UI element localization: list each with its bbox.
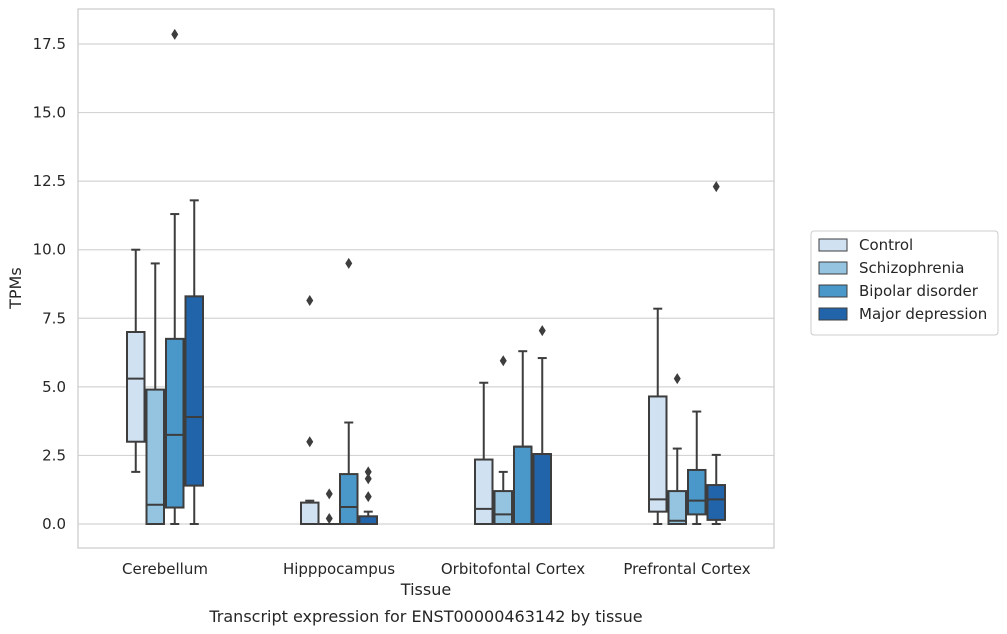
box-plot-series: [126, 28, 726, 526]
box-3-0: [648, 307, 668, 525]
y-tick-label: 10.0: [33, 241, 66, 259]
box-2-2: [513, 350, 533, 525]
legend-frame: [810, 230, 999, 336]
legend-label: Major depression: [859, 305, 987, 323]
box-body: [493, 490, 513, 526]
box-1-2: [339, 257, 359, 525]
outlier-point: [171, 28, 179, 40]
box-2-0: [474, 381, 494, 525]
outlier-point: [538, 325, 546, 337]
outlier-point: [325, 513, 333, 525]
box-body: [339, 473, 359, 525]
box-body: [706, 484, 726, 521]
legend-label: Control: [859, 236, 913, 254]
outlier-point: [325, 488, 333, 500]
y-tick-label: 0.0: [42, 515, 66, 533]
y-tick-label: 5.0: [42, 378, 66, 396]
box-body: [145, 388, 165, 525]
y-tick-label: 15.0: [33, 104, 66, 122]
box-2-1: [493, 355, 513, 526]
box-body: [648, 395, 668, 513]
y-tick-label: 17.5: [33, 35, 66, 53]
box-body: [513, 445, 533, 525]
y-axis-ticks: 0.0 2.5 5.0 7.5 10.0 12.5 15.0 17.5: [33, 35, 66, 533]
legend-swatch: [818, 238, 848, 252]
outlier-point: [673, 373, 681, 385]
box-0-3: [184, 199, 204, 525]
box-body: [474, 458, 494, 525]
box-1-3: [358, 466, 378, 526]
legend-swatch: [818, 284, 848, 298]
legend: Control Schizophrenia Bipolar disorder Majo…: [810, 230, 999, 336]
y-axis-label: TPMs: [6, 267, 25, 310]
box-3-1: [667, 373, 687, 526]
box-body: [184, 295, 204, 487]
y-tick-label: 7.5: [42, 309, 66, 327]
x-tick-label: Orbitofontal Cortex: [441, 560, 585, 578]
box-body: [126, 331, 146, 443]
box-body: [165, 337, 185, 509]
box-3-3: [706, 181, 726, 525]
chart-caption: Transcript expression for ENST0000046314…: [208, 607, 642, 626]
outlier-point: [364, 466, 372, 478]
box-0-0: [126, 248, 146, 473]
legend-swatch: [818, 307, 848, 321]
box-0-1: [145, 262, 165, 525]
box-1-0: [300, 294, 320, 525]
box-body: [687, 468, 707, 516]
x-tick-label: Prefrontal Cortex: [623, 560, 750, 578]
box-2-3: [532, 325, 552, 525]
legend-swatch: [818, 261, 848, 275]
box-body: [358, 515, 378, 526]
x-tick-label: Cerebellum: [122, 560, 208, 578]
y-tick-label: 12.5: [33, 172, 66, 190]
outlier-point: [345, 257, 353, 269]
outlier-point: [499, 355, 507, 367]
box-body: [532, 453, 552, 525]
legend-label: Bipolar disorder: [859, 282, 979, 300]
box-3-2: [687, 410, 707, 525]
outlier-point: [364, 491, 372, 503]
outlier-point: [364, 473, 372, 485]
x-tick-label: Hipppocampus: [283, 560, 395, 578]
x-axis-label: Tissue: [400, 580, 451, 599]
box-0-2: [165, 28, 185, 525]
x-axis-ticks: Cerebellum Hipppocampus Orbitofontal Corte…: [122, 560, 751, 578]
legend-label: Schizophrenia: [859, 259, 964, 277]
plot-area-frame: [77, 8, 775, 549]
y-tick-label: 2.5: [42, 446, 66, 464]
outlier-point: [712, 181, 720, 193]
box-body: [667, 490, 687, 526]
box-1-1: [319, 488, 339, 526]
box-body: [300, 501, 320, 525]
outlier-point: [306, 436, 314, 448]
outlier-point: [306, 294, 314, 306]
